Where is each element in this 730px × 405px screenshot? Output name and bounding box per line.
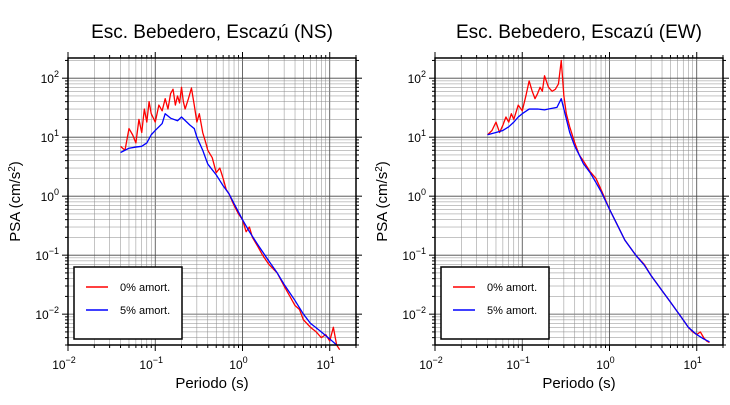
series-line-amort-5 (120, 113, 338, 346)
chart-title: Esc. Bebedero, Escazú (EW) (456, 22, 702, 43)
x-tick-label: 10−1 (506, 355, 530, 372)
axis-ticks: 10−2 10−1 100 101 10−2 10−1 100 101 102 (402, 52, 729, 372)
legend-label-1: 5% amort. (120, 305, 170, 317)
y-tick-label: 10−2 (402, 305, 426, 322)
y-axis-label: PSA (cm/s2) (7, 161, 24, 242)
series-group (487, 59, 710, 344)
y-axis-label-sup: 2 (7, 166, 18, 172)
x-tick-label: 10−2 (419, 355, 443, 372)
legend-box (440, 266, 550, 340)
y-axis-label-main: PSA (cm/s (374, 172, 391, 242)
y-axis-label-end: ) (7, 161, 24, 166)
x-tick-label: 101 (684, 355, 702, 372)
legend-label-0: 0% amort. (120, 282, 170, 294)
legend-box (73, 266, 183, 340)
y-tick-label: 10−1 (402, 246, 426, 263)
x-axis-label: Periodo (s) (542, 375, 615, 392)
series-group (120, 86, 341, 351)
y-tick-label: 10−1 (35, 246, 59, 263)
x-tick-label: 10−1 (139, 355, 163, 372)
y-axis-label-sup: 2 (374, 166, 385, 172)
y-axis-label: PSA (cm/s2) (374, 161, 391, 242)
y-tick-label: 100 (408, 187, 426, 204)
x-tick-label: 100 (229, 355, 247, 372)
y-axis-label-end: ) (374, 161, 391, 166)
y-tick-label: 10−2 (35, 305, 59, 322)
series-line-amort-5 (487, 98, 710, 343)
legend: 0% amort. 5% amort. (440, 266, 550, 340)
x-tick-label: 10−2 (52, 355, 76, 372)
y-tick-label: 100 (41, 187, 59, 204)
y-tick-label: 102 (408, 69, 426, 86)
chart-panel-ns: 10−2 10−1 100 101 10−2 10−1 100 101 102 Esc. Beb… (7, 22, 362, 392)
x-tick-label: 101 (317, 355, 335, 372)
y-tick-label: 101 (41, 128, 59, 145)
legend: 0% amort. 5% amort. (73, 266, 183, 340)
y-axis-label-main: PSA (cm/s (7, 172, 24, 242)
series-line-amort-0 (120, 86, 341, 351)
legend-label-0: 0% amort. (487, 282, 537, 294)
chart-panel-ew: 10−2 10−1 100 101 10−2 10−1 100 101 102 Esc. Beb… (374, 22, 729, 392)
legend-label-1: 5% amort. (487, 305, 537, 317)
y-tick-label: 102 (41, 69, 59, 86)
x-tick-label: 100 (596, 355, 614, 372)
y-tick-label: 101 (408, 128, 426, 145)
axis-ticks: 10−2 10−1 100 101 10−2 10−1 100 101 102 (35, 52, 362, 372)
chart-title: Esc. Bebedero, Escazú (NS) (91, 22, 333, 43)
x-axis-label: Periodo (s) (175, 375, 248, 392)
